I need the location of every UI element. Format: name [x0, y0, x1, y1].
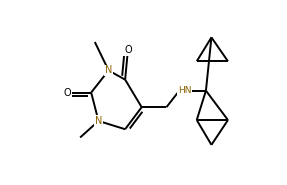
Text: N: N	[95, 116, 102, 126]
Text: N: N	[105, 65, 112, 75]
Text: HN: HN	[178, 86, 191, 95]
Text: O: O	[124, 45, 132, 55]
Text: O: O	[63, 88, 71, 97]
